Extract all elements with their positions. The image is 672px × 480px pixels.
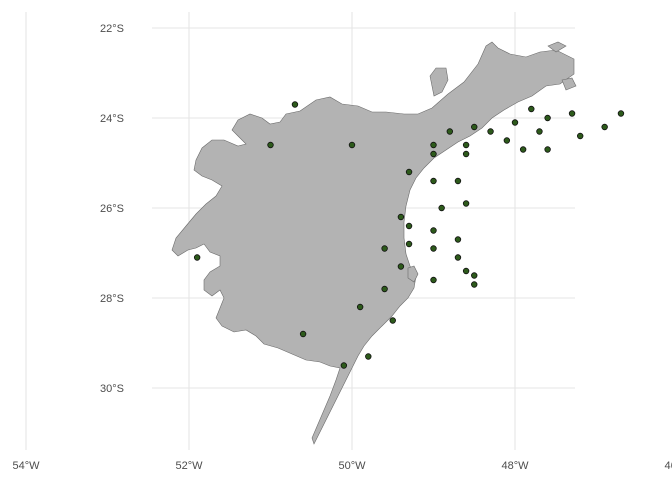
y-tick-label: 30°S <box>100 383 124 395</box>
island-east <box>561 77 577 91</box>
y-tick-label: 24°S <box>100 113 124 125</box>
site-point <box>365 353 372 360</box>
site-point <box>471 272 478 279</box>
site-point <box>389 317 396 324</box>
site-point <box>405 168 413 176</box>
sites-layer <box>193 101 625 369</box>
site-point <box>381 245 388 252</box>
site-point <box>405 222 413 230</box>
site-point <box>462 141 470 149</box>
site-point <box>536 128 543 135</box>
site-point <box>340 362 348 369</box>
site-point <box>487 128 494 135</box>
site-point <box>568 110 576 117</box>
x-tick-label: 50°W <box>338 460 366 472</box>
site-point <box>462 267 470 275</box>
site-point <box>471 123 478 131</box>
site-point <box>454 177 462 185</box>
site-point <box>577 132 584 140</box>
site-point <box>544 146 551 153</box>
region-landmass <box>171 41 575 445</box>
site-point <box>462 150 470 158</box>
site-point <box>503 137 511 144</box>
site-point <box>299 330 307 338</box>
site-point <box>405 240 413 248</box>
x-tick-label: 52°W <box>175 460 203 472</box>
island-south <box>407 265 419 283</box>
y-tick-label: 22°S <box>100 23 124 35</box>
x-tick-label: 46°W <box>664 460 672 472</box>
site-point <box>454 254 462 261</box>
site-point <box>454 236 462 243</box>
site-point <box>528 105 535 113</box>
site-point <box>511 119 519 126</box>
island-north <box>429 67 449 97</box>
site-point <box>601 123 608 131</box>
site-point <box>397 213 405 221</box>
x-tick-label: 54°W <box>12 460 40 472</box>
site-point <box>267 141 274 149</box>
site-point <box>348 141 356 149</box>
site-point <box>438 204 445 212</box>
site-point <box>356 303 364 311</box>
axis-tick-labels: 54°W 52°W 50°W 48°W 46°W 22°S 24°S 26°S 28°S 30°S <box>12 23 672 472</box>
site-point <box>544 114 551 122</box>
site-point <box>462 200 470 207</box>
site-point <box>193 254 201 261</box>
site-point <box>397 263 405 270</box>
site-point <box>381 285 388 293</box>
site-point <box>446 128 453 135</box>
site-point <box>430 177 437 185</box>
x-tick-label: 48°W <box>501 460 529 472</box>
y-tick-label: 28°S <box>100 293 124 305</box>
y-tick-label: 26°S <box>100 203 124 215</box>
site-point <box>291 101 299 108</box>
site-point <box>617 110 625 117</box>
site-point <box>430 227 437 234</box>
island-northeast <box>547 41 567 53</box>
site-point <box>519 146 527 153</box>
site-point <box>430 150 437 158</box>
site-point <box>430 141 437 149</box>
site-point <box>471 281 478 288</box>
site-point <box>430 276 437 284</box>
site-point <box>430 245 437 252</box>
